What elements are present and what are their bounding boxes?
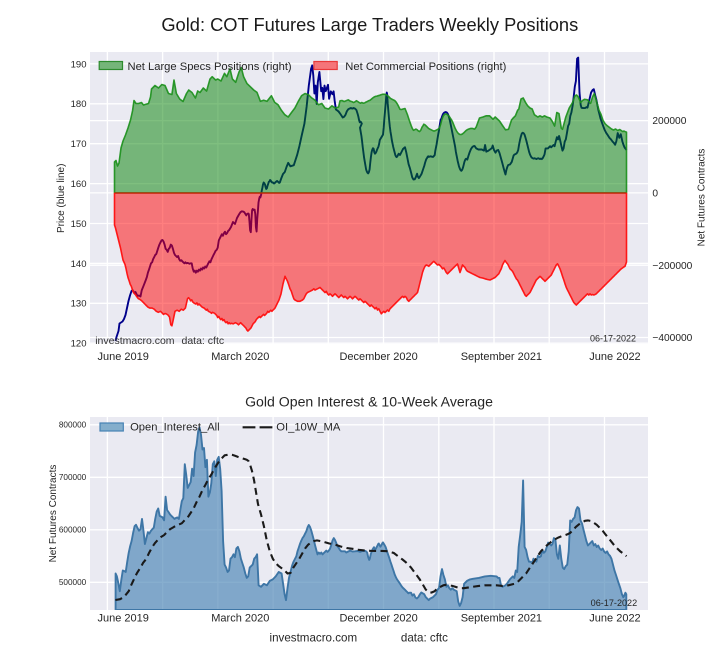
svg-text:Open_Interest_All: Open_Interest_All — [130, 422, 220, 434]
svg-text:June 2022: June 2022 — [589, 613, 640, 625]
svg-text:data: cftc: data: cftc — [182, 335, 225, 347]
svg-text:Net Futures Contracts: Net Futures Contracts — [697, 149, 708, 247]
svg-text:September 2021: September 2021 — [461, 613, 542, 625]
svg-text:investmacro.com: investmacro.com — [95, 335, 175, 347]
svg-text:06-17-2022: 06-17-2022 — [590, 333, 636, 343]
svg-text:06-17-2022: 06-17-2022 — [591, 598, 638, 608]
svg-text:180: 180 — [71, 99, 87, 110]
svg-text:600000: 600000 — [59, 526, 87, 535]
svg-text:Net Futures Contracts: Net Futures Contracts — [48, 465, 59, 563]
svg-text:December 2020: December 2020 — [339, 613, 417, 625]
svg-text:June 2019: June 2019 — [98, 351, 149, 363]
svg-text:0: 0 — [652, 189, 658, 200]
svg-text:150: 150 — [71, 219, 87, 230]
svg-text:700000: 700000 — [59, 473, 87, 482]
svg-text:120: 120 — [71, 339, 87, 350]
svg-text:September 2021: September 2021 — [461, 351, 542, 363]
svg-text:June 2019: June 2019 — [98, 613, 149, 625]
svg-text:140: 140 — [71, 259, 87, 270]
svg-text:500000: 500000 — [59, 578, 87, 587]
svg-text:130: 130 — [71, 299, 87, 310]
svg-text:Gold Open Interest & 10-Week A: Gold Open Interest & 10-Week Average — [245, 394, 493, 410]
svg-text:−200000: −200000 — [652, 261, 692, 272]
svg-text:190: 190 — [71, 59, 87, 70]
svg-text:June 2022: June 2022 — [589, 351, 640, 363]
svg-text:investmacro.com: investmacro.com — [270, 632, 358, 645]
svg-text:170: 170 — [71, 139, 87, 150]
svg-text:Price (blue line): Price (blue line) — [56, 164, 67, 233]
svg-text:Net Commercial Positions (righ: Net Commercial Positions (right) — [345, 61, 506, 73]
svg-text:December 2020: December 2020 — [339, 351, 417, 363]
svg-text:−400000: −400000 — [652, 333, 692, 344]
svg-text:800000: 800000 — [59, 421, 87, 430]
svg-text:data: cftc: data: cftc — [401, 632, 448, 645]
svg-text:Gold: COT Futures Large Trader: Gold: COT Futures Large Traders Weekly P… — [161, 14, 578, 35]
svg-text:OI_10W_MA: OI_10W_MA — [276, 422, 341, 434]
svg-text:Net Large Specs Positions (rig: Net Large Specs Positions (right) — [128, 61, 292, 73]
svg-text:March 2020: March 2020 — [211, 613, 269, 625]
svg-text:160: 160 — [71, 179, 87, 190]
svg-text:March 2020: March 2020 — [211, 351, 269, 363]
svg-text:200000: 200000 — [652, 116, 686, 127]
